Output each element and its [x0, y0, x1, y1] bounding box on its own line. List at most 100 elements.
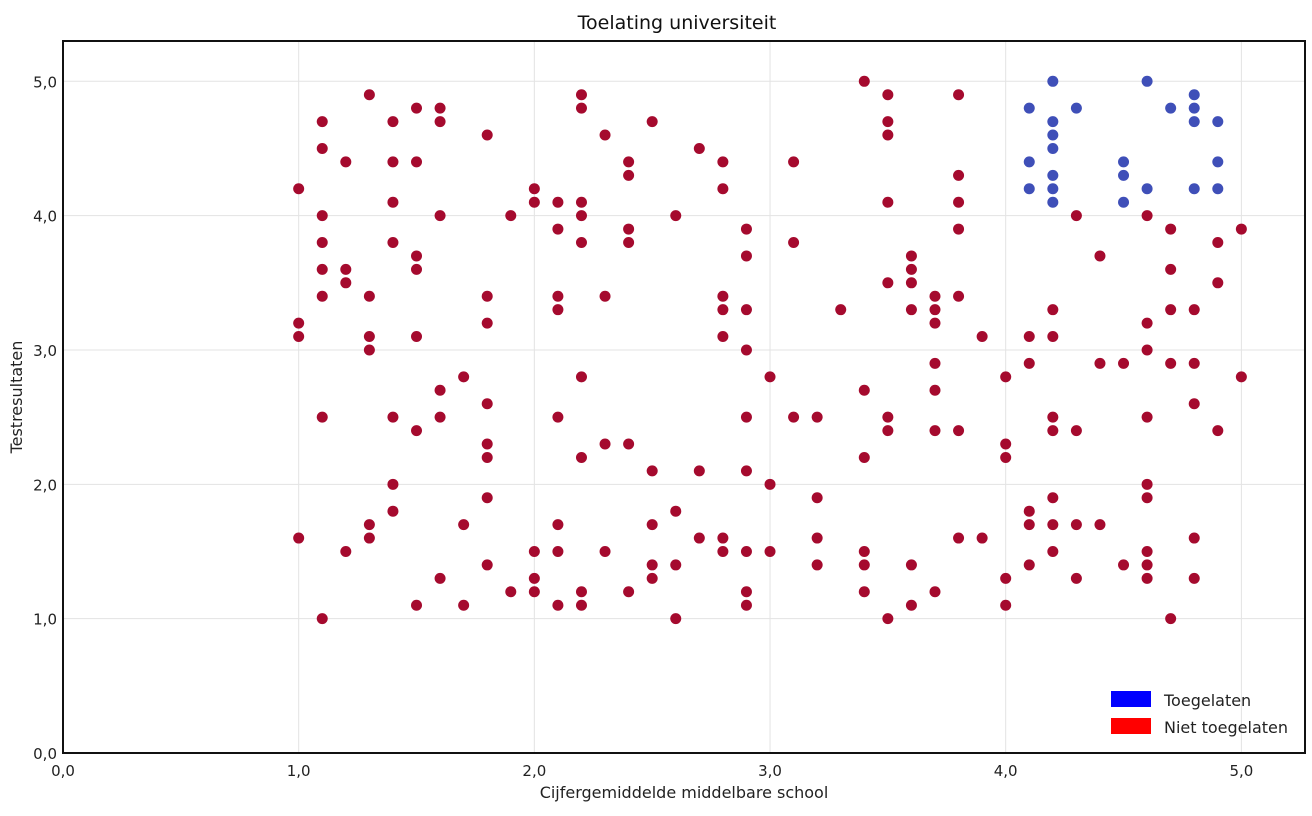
point-niet-toegelaten	[1000, 451, 1012, 463]
point-niet-toegelaten	[387, 196, 399, 208]
point-niet-toegelaten	[340, 545, 352, 557]
legend-swatch-niet-toegelaten	[1111, 718, 1151, 734]
point-niet-toegelaten	[717, 183, 729, 195]
point-niet-toegelaten	[740, 250, 752, 262]
point-niet-toegelaten	[505, 586, 517, 598]
point-niet-toegelaten	[740, 545, 752, 557]
point-niet-toegelaten	[363, 331, 375, 343]
point-niet-toegelaten	[434, 411, 446, 423]
point-niet-toegelaten	[858, 451, 870, 463]
point-niet-toegelaten	[646, 116, 658, 128]
point-niet-toegelaten	[599, 545, 611, 557]
point-niet-toegelaten	[670, 613, 682, 625]
point-niet-toegelaten	[882, 411, 894, 423]
point-toegelaten	[1023, 102, 1035, 114]
point-niet-toegelaten	[387, 156, 399, 168]
point-niet-toegelaten	[717, 156, 729, 168]
point-niet-toegelaten	[693, 142, 705, 154]
point-toegelaten	[1118, 196, 1130, 208]
point-niet-toegelaten	[363, 344, 375, 356]
point-toegelaten	[1047, 196, 1059, 208]
point-niet-toegelaten	[858, 586, 870, 598]
point-niet-toegelaten	[717, 290, 729, 302]
point-niet-toegelaten	[929, 304, 941, 316]
point-niet-toegelaten	[788, 156, 800, 168]
point-niet-toegelaten	[882, 129, 894, 141]
point-niet-toegelaten	[575, 371, 587, 383]
point-niet-toegelaten	[740, 586, 752, 598]
point-niet-toegelaten	[387, 237, 399, 249]
point-niet-toegelaten	[764, 545, 776, 557]
point-niet-toegelaten	[1165, 223, 1177, 235]
y-tick-label: 2,0	[33, 476, 57, 494]
point-niet-toegelaten	[363, 519, 375, 531]
point-niet-toegelaten	[882, 277, 894, 289]
plot-frame	[62, 40, 1306, 754]
point-niet-toegelaten	[976, 532, 988, 544]
point-toegelaten	[1212, 116, 1224, 128]
point-niet-toegelaten	[316, 263, 328, 275]
point-niet-toegelaten	[387, 411, 399, 423]
point-toegelaten	[1070, 102, 1082, 114]
y-tick-label: 3,0	[33, 342, 57, 360]
point-niet-toegelaten	[1141, 492, 1153, 504]
y-axis-label: Testresultaten	[7, 341, 26, 455]
point-niet-toegelaten	[929, 425, 941, 437]
point-niet-toegelaten	[740, 223, 752, 235]
point-niet-toegelaten	[340, 156, 352, 168]
point-niet-toegelaten	[1023, 559, 1035, 571]
point-niet-toegelaten	[458, 599, 470, 611]
point-niet-toegelaten	[340, 277, 352, 289]
x-tick-label: 3,0	[758, 762, 782, 780]
point-niet-toegelaten	[505, 210, 517, 222]
point-niet-toegelaten	[858, 559, 870, 571]
y-tick-label: 1,0	[33, 611, 57, 629]
point-niet-toegelaten	[1094, 519, 1106, 531]
point-niet-toegelaten	[882, 89, 894, 101]
point-toegelaten	[1047, 75, 1059, 87]
point-niet-toegelaten	[552, 290, 564, 302]
point-niet-toegelaten	[1141, 478, 1153, 490]
point-niet-toegelaten	[552, 411, 564, 423]
point-niet-toegelaten	[1118, 357, 1130, 369]
point-niet-toegelaten	[293, 183, 305, 195]
point-niet-toegelaten	[1047, 411, 1059, 423]
point-niet-toegelaten	[411, 263, 423, 275]
point-niet-toegelaten	[411, 425, 423, 437]
point-niet-toegelaten	[1141, 572, 1153, 584]
point-niet-toegelaten	[929, 357, 941, 369]
point-niet-toegelaten	[858, 545, 870, 557]
point-toegelaten	[1188, 183, 1200, 195]
point-niet-toegelaten	[552, 196, 564, 208]
point-niet-toegelaten	[293, 532, 305, 544]
point-toegelaten	[1188, 89, 1200, 101]
point-niet-toegelaten	[1047, 304, 1059, 316]
point-toegelaten	[1047, 129, 1059, 141]
point-niet-toegelaten	[316, 142, 328, 154]
point-niet-toegelaten	[1070, 210, 1082, 222]
point-niet-toegelaten	[835, 304, 847, 316]
point-niet-toegelaten	[905, 559, 917, 571]
point-niet-toegelaten	[953, 425, 965, 437]
point-niet-toegelaten	[528, 586, 540, 598]
point-niet-toegelaten	[953, 223, 965, 235]
point-niet-toegelaten	[1070, 572, 1082, 584]
point-niet-toegelaten	[1000, 572, 1012, 584]
point-niet-toegelaten	[481, 317, 493, 329]
point-niet-toegelaten	[528, 572, 540, 584]
point-niet-toegelaten	[434, 572, 446, 584]
point-niet-toegelaten	[481, 559, 493, 571]
point-niet-toegelaten	[434, 116, 446, 128]
point-niet-toegelaten	[387, 116, 399, 128]
point-niet-toegelaten	[717, 331, 729, 343]
point-niet-toegelaten	[623, 586, 635, 598]
point-niet-toegelaten	[811, 492, 823, 504]
y-axis-ticks: 0,0 1,0 2,0 3,0 4,0 5,0	[33, 73, 57, 763]
point-niet-toegelaten	[1118, 559, 1130, 571]
x-tick-label: 0,0	[51, 762, 75, 780]
point-niet-toegelaten	[1235, 223, 1247, 235]
point-niet-toegelaten	[1188, 572, 1200, 584]
point-niet-toegelaten	[811, 411, 823, 423]
x-tick-label: 5,0	[1229, 762, 1253, 780]
point-niet-toegelaten	[740, 599, 752, 611]
